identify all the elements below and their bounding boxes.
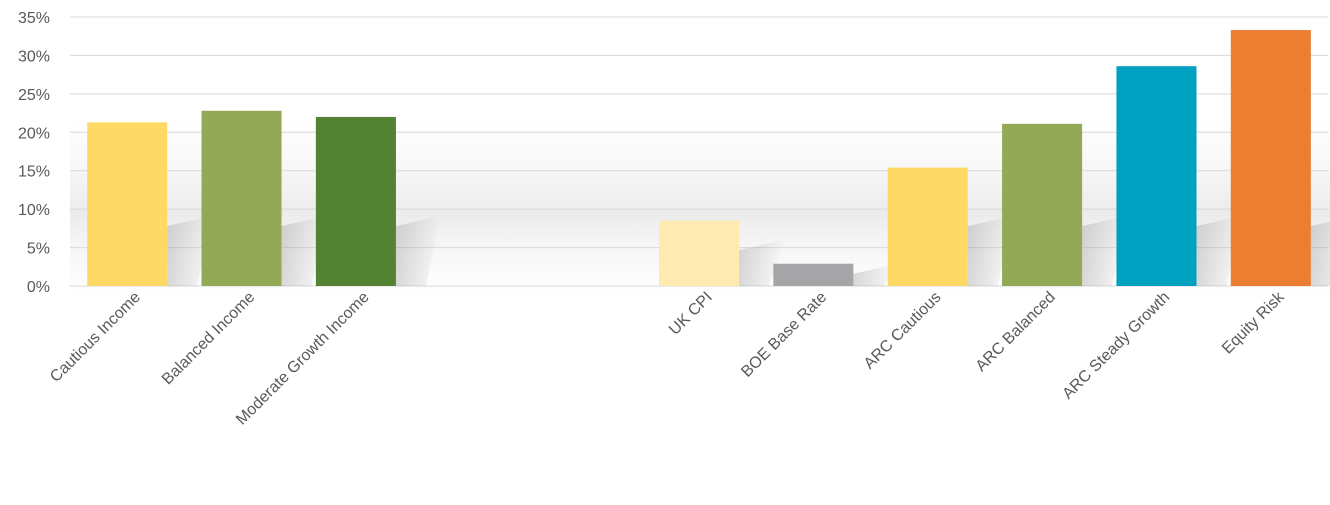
bar-shadow — [739, 240, 785, 286]
x-tick-label: Equity Risk — [1219, 288, 1288, 357]
bar-shadow — [853, 263, 899, 286]
bar — [1116, 66, 1197, 286]
y-tick-label: 15% — [18, 164, 50, 181]
x-tick-label: ARC Cautious — [861, 289, 945, 373]
bar — [773, 263, 854, 286]
y-tick-label: 10% — [18, 202, 50, 219]
bars — [87, 30, 1311, 287]
bar — [315, 116, 396, 287]
x-tick-label: UK CPI — [666, 289, 716, 339]
y-tick-label: 5% — [27, 241, 50, 258]
bar-shadow — [1196, 216, 1242, 286]
bar — [201, 110, 282, 286]
bar-shadow — [395, 216, 441, 286]
x-tick-label: Moderate Growth Income — [233, 289, 373, 429]
x-tick-label: ARC Balanced — [973, 289, 1059, 375]
y-tick-label: 0% — [27, 279, 50, 296]
bar-shadow — [167, 216, 213, 286]
x-tick-label: Balanced Income — [159, 289, 259, 389]
bar — [887, 167, 968, 286]
y-tick-label: 30% — [18, 48, 50, 65]
bar-shadows — [167, 216, 1330, 286]
y-axis: 0% 5% 10% 15% 20% 25% 30% 35% — [18, 10, 50, 296]
bar-shadow — [281, 216, 327, 286]
bar — [1230, 30, 1311, 286]
x-tick-label: ARC Steady Growth — [1059, 289, 1173, 403]
x-tick-label: Cautious Income — [47, 289, 144, 386]
x-tick-label: BOE Base Rate — [738, 289, 830, 381]
y-tick-label: 35% — [18, 10, 50, 27]
bar-shadow — [967, 216, 1013, 286]
y-tick-label: 25% — [18, 87, 50, 104]
bar — [658, 220, 740, 286]
bar-shadow — [1310, 221, 1330, 286]
y-tick-label: 20% — [18, 125, 50, 142]
bar-shadow — [1082, 216, 1128, 286]
bar — [87, 122, 168, 287]
bar — [1002, 123, 1083, 287]
